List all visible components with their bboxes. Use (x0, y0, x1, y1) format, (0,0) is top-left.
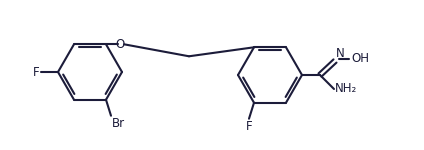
Text: F: F (245, 120, 252, 133)
Text: N: N (336, 47, 345, 60)
Text: Br: Br (112, 117, 125, 130)
Text: O: O (115, 38, 125, 51)
Text: OH: OH (351, 52, 369, 66)
Text: NH₂: NH₂ (335, 82, 357, 96)
Text: F: F (33, 66, 40, 78)
